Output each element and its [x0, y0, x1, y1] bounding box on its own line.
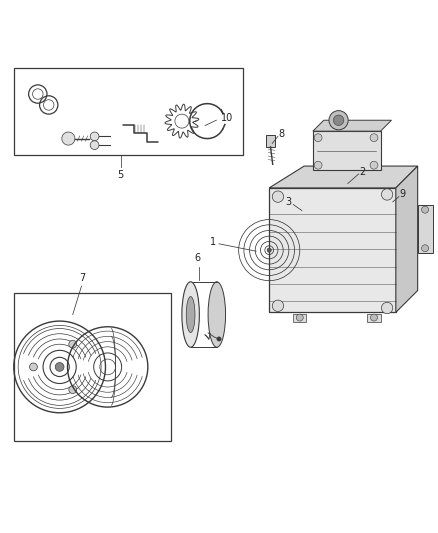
Circle shape: [267, 248, 272, 252]
Circle shape: [381, 189, 393, 200]
Circle shape: [90, 141, 99, 149]
Bar: [367, 313, 381, 322]
Text: 5: 5: [118, 171, 124, 181]
Circle shape: [381, 302, 393, 313]
Polygon shape: [396, 166, 418, 312]
Bar: [14, 293, 171, 441]
FancyBboxPatch shape: [313, 131, 381, 171]
FancyBboxPatch shape: [269, 188, 396, 312]
Circle shape: [69, 386, 77, 393]
Circle shape: [422, 206, 428, 213]
Polygon shape: [269, 166, 418, 188]
Text: 8: 8: [279, 129, 285, 139]
Circle shape: [370, 161, 378, 169]
Text: 6: 6: [194, 253, 200, 263]
Circle shape: [217, 337, 221, 341]
Circle shape: [29, 363, 37, 371]
Text: 2: 2: [359, 167, 365, 177]
Bar: [418, 205, 433, 253]
Text: 10: 10: [221, 113, 233, 123]
Circle shape: [422, 245, 428, 252]
Text: 3: 3: [286, 197, 292, 207]
Ellipse shape: [208, 282, 226, 348]
Ellipse shape: [186, 296, 195, 333]
Circle shape: [55, 362, 64, 372]
Text: 7: 7: [80, 273, 86, 283]
Circle shape: [370, 134, 378, 142]
Circle shape: [333, 115, 344, 125]
Circle shape: [371, 314, 378, 321]
Circle shape: [272, 300, 284, 311]
Circle shape: [314, 134, 322, 142]
Circle shape: [69, 340, 77, 348]
Text: 9: 9: [399, 189, 406, 199]
Bar: [293, 313, 306, 322]
Ellipse shape: [182, 282, 199, 348]
Circle shape: [296, 314, 303, 321]
Circle shape: [272, 191, 284, 203]
Polygon shape: [313, 120, 392, 131]
Circle shape: [62, 132, 75, 145]
Bar: [14, 68, 243, 155]
Circle shape: [329, 111, 348, 130]
Bar: [266, 135, 276, 147]
Text: 1: 1: [210, 237, 216, 247]
Circle shape: [90, 132, 99, 141]
Circle shape: [314, 161, 322, 169]
